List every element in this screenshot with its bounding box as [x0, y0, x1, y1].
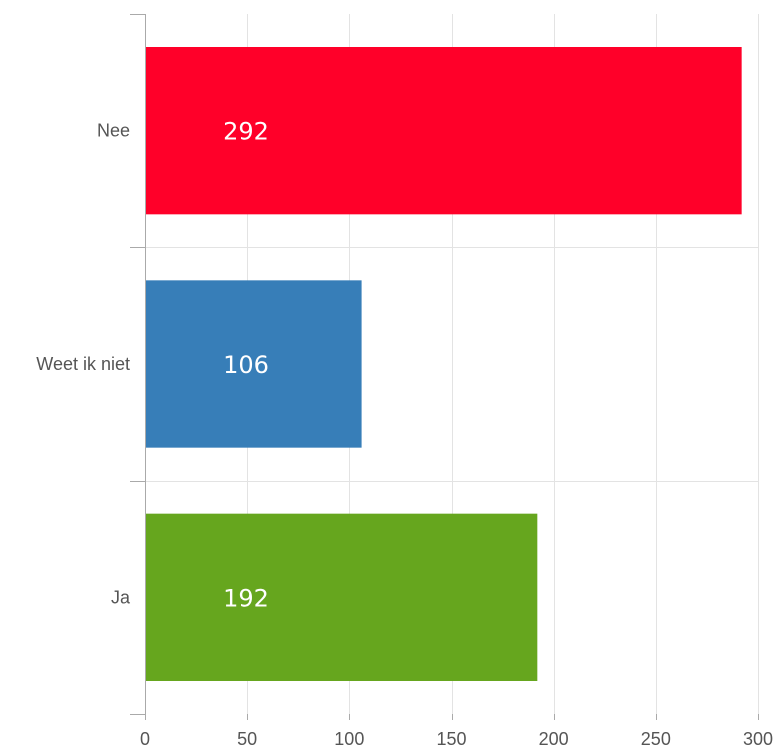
data-label: 192: [223, 584, 269, 612]
bars: [145, 47, 742, 681]
category-label: Ja: [111, 587, 131, 607]
bar-ja: [145, 513, 538, 681]
data-label: 292: [223, 118, 269, 146]
labels: 0 50 100 150 200 250 300 Nee 292 Weet ik niet 106 J…: [36, 118, 773, 749]
x-tick-label: 100: [334, 729, 364, 749]
x-tick-label: 250: [641, 729, 671, 749]
data-label: 106: [223, 351, 269, 379]
category-label: Nee: [97, 121, 130, 141]
x-tick-label: 150: [436, 729, 466, 749]
bar-nee: [145, 47, 742, 215]
category-label: Weet ik niet: [36, 354, 130, 374]
x-tick-label: 0: [140, 729, 150, 749]
x-tick-label: 300: [743, 729, 773, 749]
axes: [130, 14, 759, 720]
x-tick-label: 50: [237, 729, 257, 749]
bar-weet-ik-niet: [145, 280, 362, 448]
x-tick-label: 200: [539, 729, 569, 749]
